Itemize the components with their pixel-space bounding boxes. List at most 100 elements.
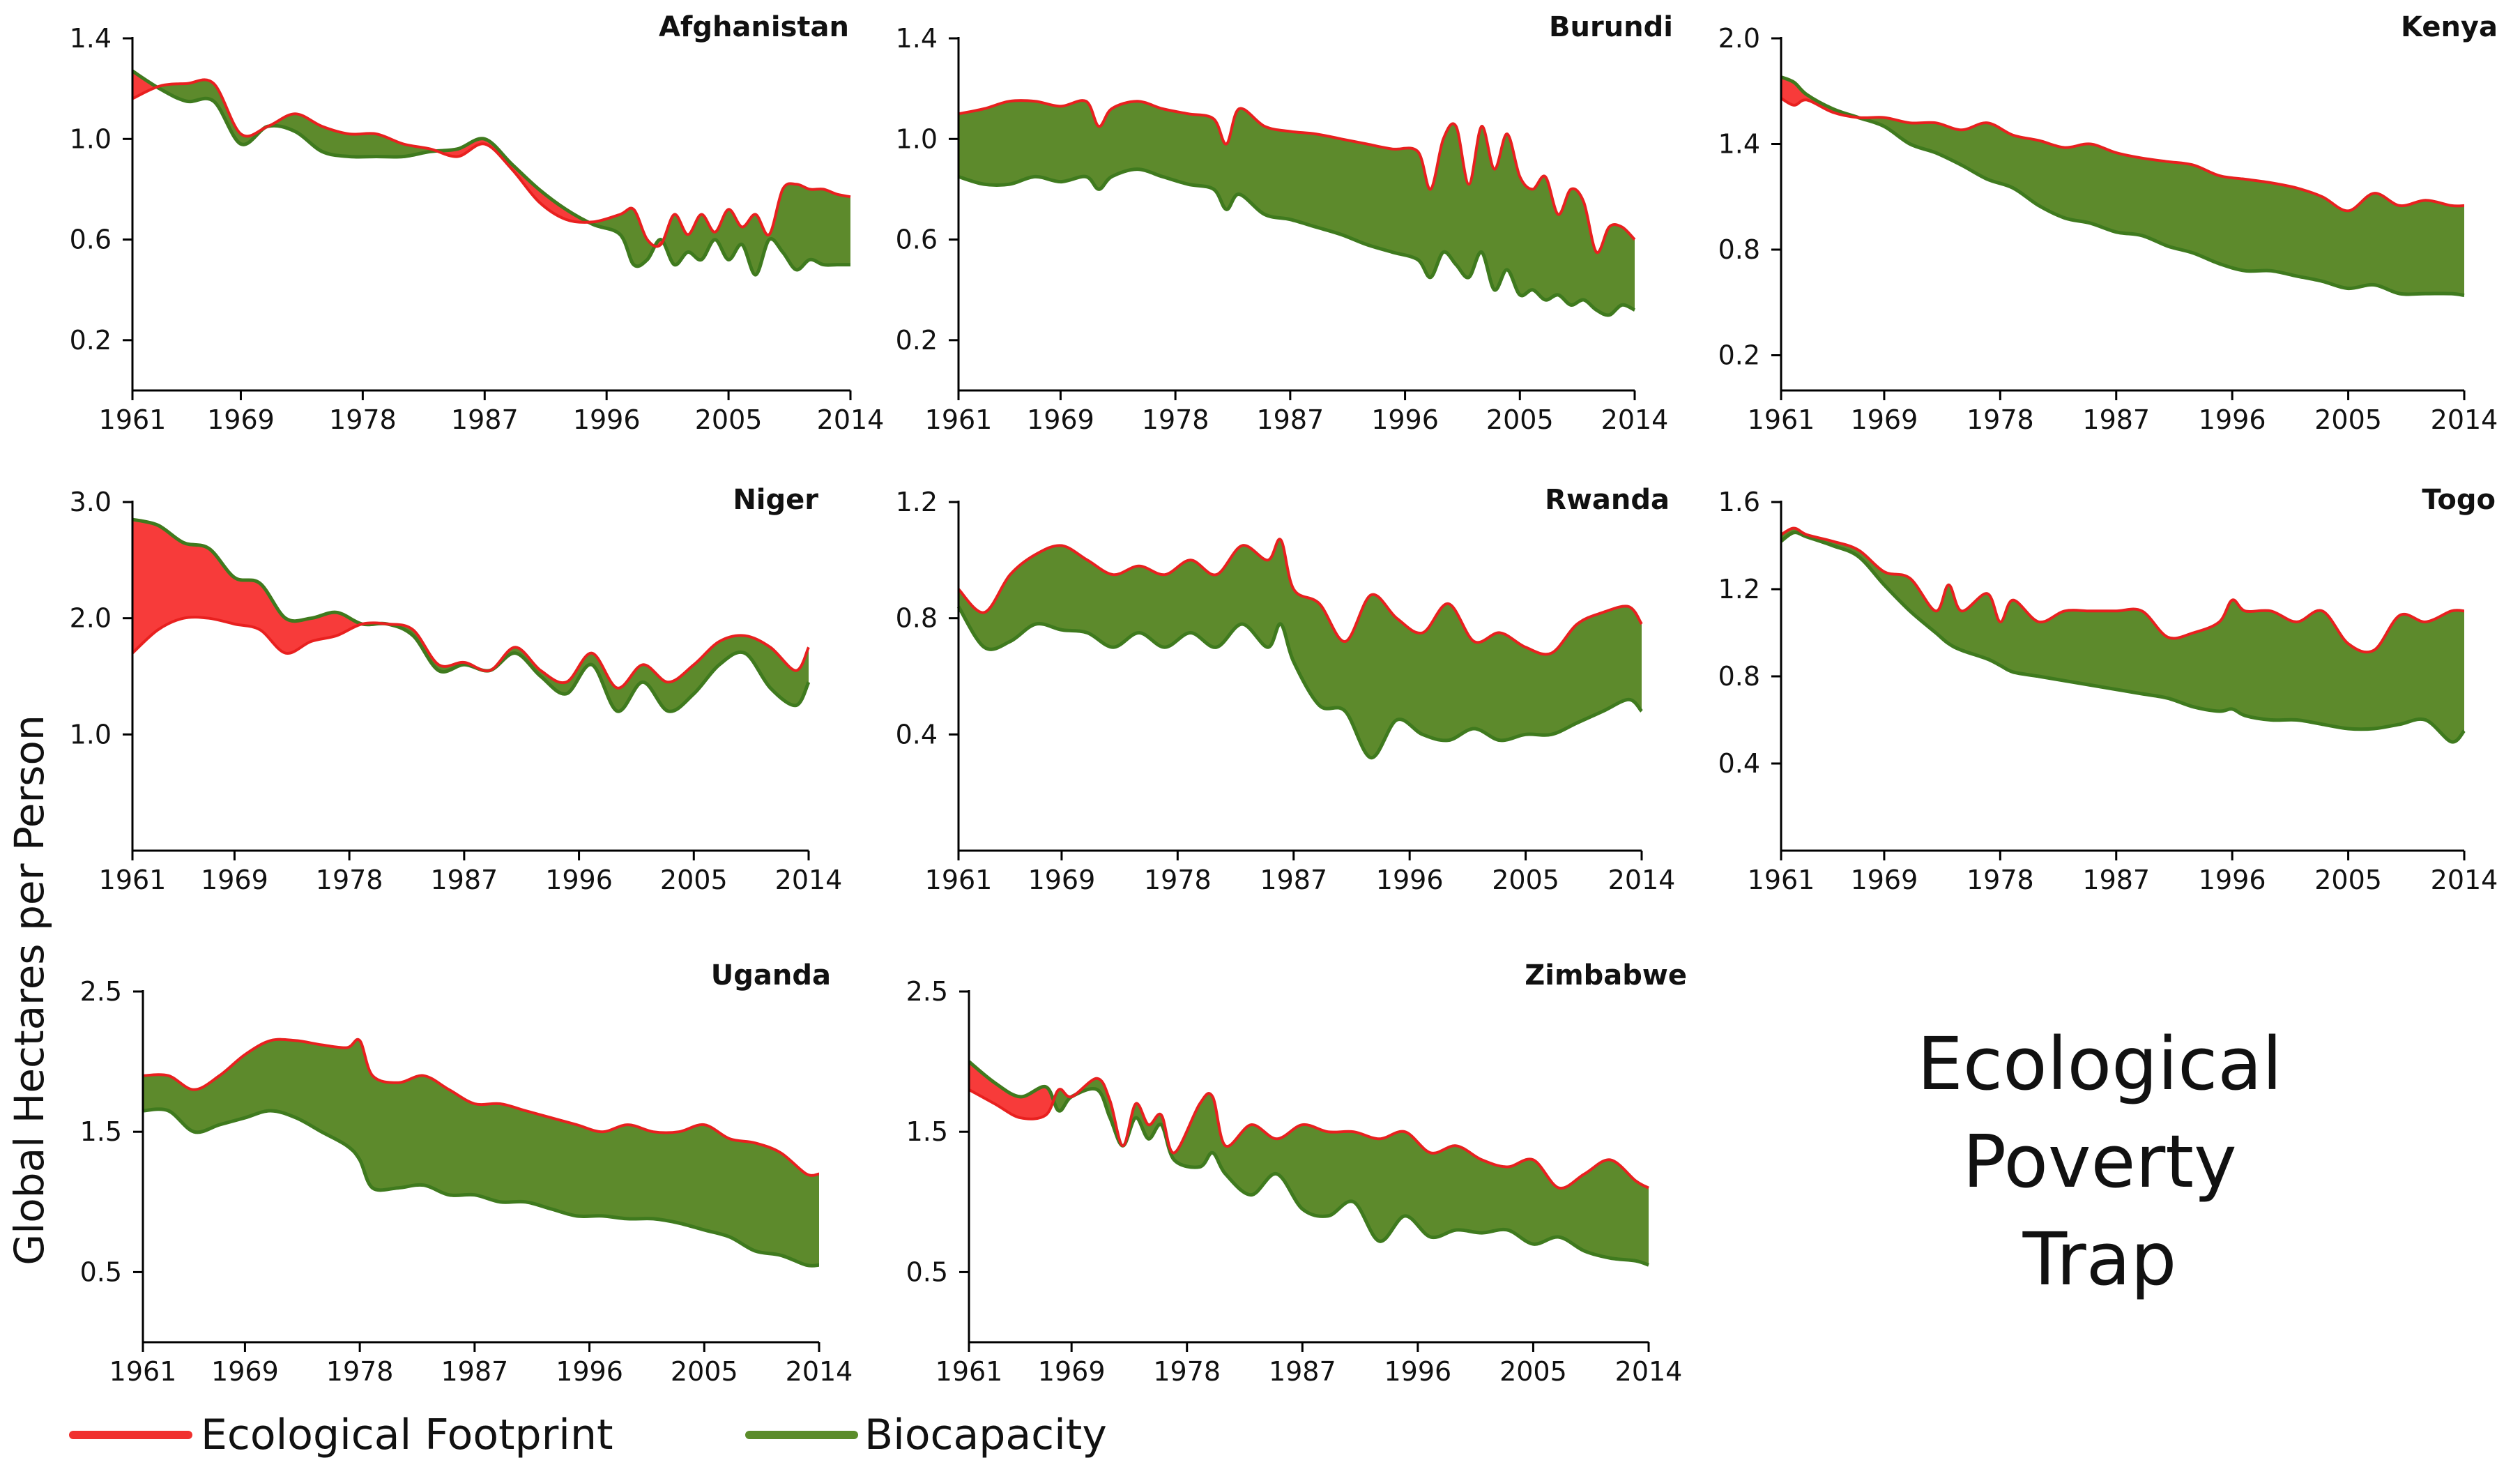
footprint-line-uganda bbox=[142, 1038, 820, 1177]
x-tick-label-zimbabwe-1969: 1969 bbox=[1038, 1356, 1106, 1387]
panel-afghanistan: 1961 1969 1978 1987 1996 2005 2014 0.2 0.6 1.0 1.4… bbox=[70, 11, 885, 435]
reserve-area-uganda bbox=[143, 1039, 819, 1266]
footprint-line-rwanda bbox=[957, 538, 1643, 656]
y-tick-label-afghanistan-3: 1.4 bbox=[70, 23, 112, 54]
biocapacity-line-rwanda bbox=[956, 605, 1643, 760]
legend: Ecological Footprint Biocapacity bbox=[69, 1411, 1107, 1459]
x-tick-label-afghanistan-1969: 1969 bbox=[207, 404, 275, 435]
footprint-line-niger bbox=[131, 616, 810, 690]
x-tick-label-togo-1961: 1961 bbox=[1748, 865, 1815, 895]
x-tick-label-togo-2014: 2014 bbox=[2431, 865, 2498, 895]
panel-title-togo: Togo bbox=[2422, 484, 2496, 516]
x-tick-label-burundi-2005: 2005 bbox=[1486, 404, 1554, 435]
y-tick-label-burundi-2: 1.0 bbox=[896, 123, 938, 154]
deficit-area-niger bbox=[132, 519, 809, 712]
x-tick-label-zimbabwe-2014: 2014 bbox=[1615, 1356, 1683, 1387]
x-tick-label-uganda-2014: 2014 bbox=[786, 1356, 853, 1387]
x-tick-label-uganda-1987: 1987 bbox=[441, 1356, 508, 1387]
x-tick-label-zimbabwe-1961: 1961 bbox=[936, 1356, 1003, 1387]
y-tick-label-uganda-0: 0.5 bbox=[80, 1256, 122, 1287]
x-tick-label-uganda-1978: 1978 bbox=[326, 1356, 394, 1387]
footprint-line-kenya bbox=[1780, 97, 2465, 213]
y-tick-label-burundi-3: 1.4 bbox=[896, 23, 938, 54]
x-tick-label-niger-1996: 1996 bbox=[545, 865, 613, 895]
x-tick-label-kenya-2014: 2014 bbox=[2431, 404, 2498, 435]
biocapacity-line-zimbabwe bbox=[968, 1060, 1649, 1267]
x-tick-label-afghanistan-1961: 1961 bbox=[99, 404, 167, 435]
y-tick-label-niger-1: 2.0 bbox=[70, 603, 112, 634]
x-tick-label-kenya-1996: 1996 bbox=[2199, 404, 2266, 435]
x-tick-label-togo-2005: 2005 bbox=[2314, 865, 2382, 895]
x-tick-label-rwanda-1987: 1987 bbox=[1260, 865, 1327, 895]
x-tick-label-rwanda-1969: 1969 bbox=[1028, 865, 1096, 895]
biocapacity-line-burundi bbox=[958, 167, 1636, 317]
y-tick-label-togo-3: 1.6 bbox=[1718, 487, 1760, 517]
footprint-line-afghanistan bbox=[132, 78, 851, 248]
footprint-line-togo bbox=[1780, 526, 2465, 654]
y-tick-label-burundi-0: 0.2 bbox=[896, 325, 938, 356]
x-tick-label-rwanda-1978: 1978 bbox=[1144, 865, 1212, 895]
x-tick-label-afghanistan-1987: 1987 bbox=[451, 404, 519, 435]
x-tick-label-afghanistan-2005: 2005 bbox=[695, 404, 763, 435]
y-tick-label-niger-0: 1.0 bbox=[70, 719, 112, 750]
y-tick-label-afghanistan-1: 0.6 bbox=[70, 225, 112, 255]
x-tick-label-rwanda-2005: 2005 bbox=[1492, 865, 1559, 895]
figure-title-line-1: Ecological bbox=[1917, 1021, 2282, 1107]
legend-label-biocapacity: Biocapacity bbox=[864, 1411, 1107, 1459]
x-tick-label-togo-1978: 1978 bbox=[1967, 865, 2034, 895]
y-tick-label-togo-2: 1.2 bbox=[1718, 574, 1760, 605]
footprint-line-zimbabwe bbox=[968, 1077, 1649, 1190]
panel-title-kenya: Kenya bbox=[2401, 11, 2498, 43]
x-tick-label-uganda-2005: 2005 bbox=[671, 1356, 738, 1387]
panel-title-afghanistan: Afghanistan bbox=[659, 11, 849, 43]
x-tick-label-niger-1969: 1969 bbox=[201, 865, 268, 895]
panel-burundi: 1961 1969 1978 1987 1996 2005 2014 0.2 0.6 1.0 1.4… bbox=[896, 11, 1673, 435]
x-tick-label-uganda-1969: 1969 bbox=[211, 1356, 279, 1387]
x-tick-label-kenya-2005: 2005 bbox=[2314, 404, 2382, 435]
x-tick-label-niger-2014: 2014 bbox=[775, 865, 843, 895]
y-tick-label-rwanda-2: 1.2 bbox=[896, 487, 938, 517]
legend-label-footprint: Ecological Footprint bbox=[201, 1411, 613, 1459]
x-tick-label-togo-1987: 1987 bbox=[2082, 865, 2150, 895]
panel-title-rwanda: Rwanda bbox=[1545, 484, 1670, 516]
x-tick-label-niger-1987: 1987 bbox=[430, 865, 498, 895]
y-tick-label-niger-2: 3.0 bbox=[70, 487, 112, 517]
panel-niger: 1961 1969 1978 1987 1996 2005 2014 1.0 2.0 3.0 Nig… bbox=[70, 484, 843, 895]
y-tick-label-togo-1: 0.8 bbox=[1718, 661, 1760, 692]
x-tick-label-niger-1978: 1978 bbox=[316, 865, 383, 895]
x-tick-label-togo-1969: 1969 bbox=[1851, 865, 1918, 895]
footprint-line-burundi bbox=[958, 99, 1636, 254]
panel-rwanda: 1961 1969 1978 1987 1996 2005 2014 0.4 0.8 1.2 Rwa… bbox=[896, 484, 1676, 895]
x-tick-label-burundi-1987: 1987 bbox=[1256, 404, 1324, 435]
panels: 1961 1969 1978 1987 1996 2005 2014 0.2 0.6 1.0 1.4… bbox=[70, 11, 2498, 1387]
x-tick-label-zimbabwe-2005: 2005 bbox=[1499, 1356, 1567, 1387]
x-tick-label-afghanistan-2014: 2014 bbox=[817, 404, 885, 435]
x-tick-label-uganda-1996: 1996 bbox=[556, 1356, 623, 1387]
y-axis-label: Global Hectares per Person bbox=[6, 715, 53, 1266]
panel-uganda: 1961 1969 1978 1987 1996 2005 2014 0.5 1.5 2.5 Uga… bbox=[80, 959, 853, 1387]
x-tick-label-uganda-1961: 1961 bbox=[109, 1356, 177, 1387]
y-tick-label-kenya-0: 0.2 bbox=[1718, 340, 1760, 371]
y-tick-label-rwanda-0: 0.4 bbox=[896, 719, 938, 750]
x-tick-label-kenya-1978: 1978 bbox=[1967, 404, 2034, 435]
y-tick-label-zimbabwe-0: 0.5 bbox=[906, 1256, 948, 1287]
x-tick-label-burundi-1996: 1996 bbox=[1371, 404, 1439, 435]
x-tick-label-niger-1961: 1961 bbox=[99, 865, 167, 895]
panel-kenya: 1961 1969 1978 1987 1996 2005 2014 0.2 0.8 1.4 2.0… bbox=[1718, 11, 2498, 435]
y-tick-label-zimbabwe-1: 1.5 bbox=[906, 1116, 948, 1147]
figure-title-line-3: Trap bbox=[2022, 1217, 2177, 1302]
y-tick-label-kenya-1: 0.8 bbox=[1718, 234, 1760, 265]
y-tick-label-uganda-2: 2.5 bbox=[80, 976, 122, 1007]
biocapacity-line-togo bbox=[1780, 531, 2466, 744]
x-tick-label-burundi-1969: 1969 bbox=[1027, 404, 1094, 435]
biocapacity-line-afghanistan bbox=[131, 69, 850, 277]
figure-title-line-2: Poverty bbox=[1962, 1119, 2236, 1204]
reserve-area-burundi bbox=[959, 100, 1635, 315]
x-tick-label-togo-1996: 1996 bbox=[2199, 865, 2266, 895]
y-tick-label-kenya-2: 1.4 bbox=[1718, 129, 1760, 160]
reserve-area-zimbabwe bbox=[969, 1078, 1649, 1266]
x-tick-label-afghanistan-1996: 1996 bbox=[573, 404, 641, 435]
figure-title: Ecological Poverty Trap bbox=[1917, 1021, 2282, 1302]
x-tick-label-niger-2005: 2005 bbox=[660, 865, 728, 895]
y-tick-label-kenya-3: 2.0 bbox=[1718, 23, 1760, 54]
